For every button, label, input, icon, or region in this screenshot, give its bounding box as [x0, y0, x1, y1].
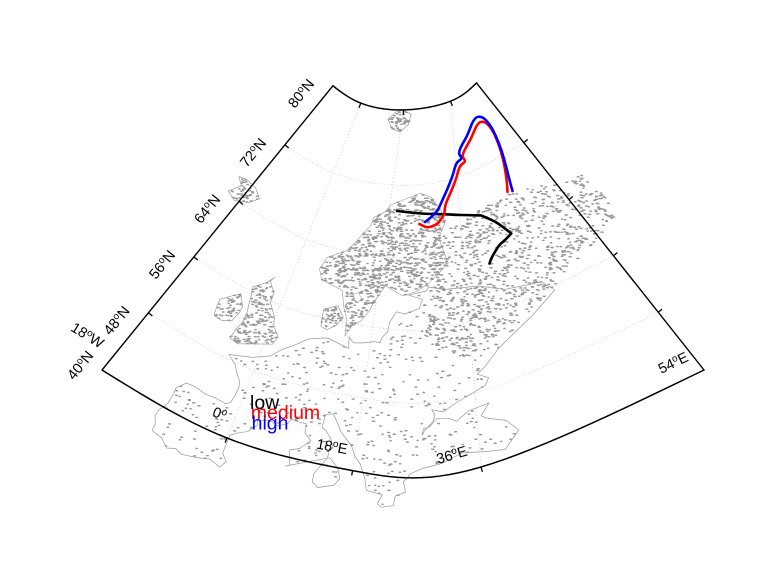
svg-text:40oN: 40oN: [64, 348, 97, 384]
svg-text:high: high: [252, 412, 289, 434]
svg-text:48oN: 48oN: [100, 303, 133, 339]
svg-text:18oW: 18oW: [68, 319, 107, 352]
svg-text:36oE: 36oE: [434, 443, 469, 468]
svg-text:54oE: 54oE: [656, 349, 692, 378]
svg-text:80oN: 80oN: [285, 76, 318, 112]
svg-text:18oE: 18oE: [315, 436, 349, 459]
svg-text:56oN: 56oN: [146, 247, 179, 283]
svg-text:72oN: 72oN: [237, 135, 270, 171]
svg-text:64oN: 64oN: [191, 191, 224, 227]
